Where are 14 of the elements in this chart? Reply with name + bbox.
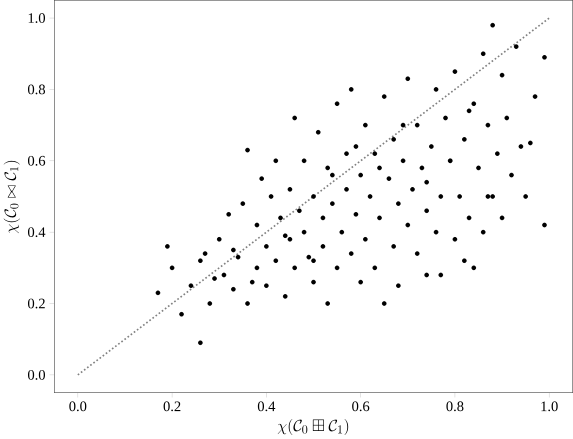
x-tick-label: 0.4 [258,402,276,412]
x-tick-label: 0.6 [352,402,370,412]
y-axis-title: $\chi(\mathcal{C}_0 \bowtie \mathcal{C}_1)$ [4,161,20,234]
y-tick-label: 0.0 [28,370,46,380]
y-tick-label: 0.2 [28,298,45,309]
x-tick-label: 0.8 [446,402,464,412]
y-tick-label: 0.6 [28,156,46,166]
y-tick-label: 1.0 [28,13,46,24]
x-tick-label: 0.0 [69,402,86,412]
x-axis-title: $\chi(\mathcal{C}_0 \boxplus \mathcal{C}_1)$ [278,419,348,436]
y-tick-label: 0.4 [28,227,46,238]
y-tick-label: 0.8 [28,84,46,94]
x-tick-label: 0.2 [164,402,180,412]
x-tick-label: 1.0 [541,402,558,412]
